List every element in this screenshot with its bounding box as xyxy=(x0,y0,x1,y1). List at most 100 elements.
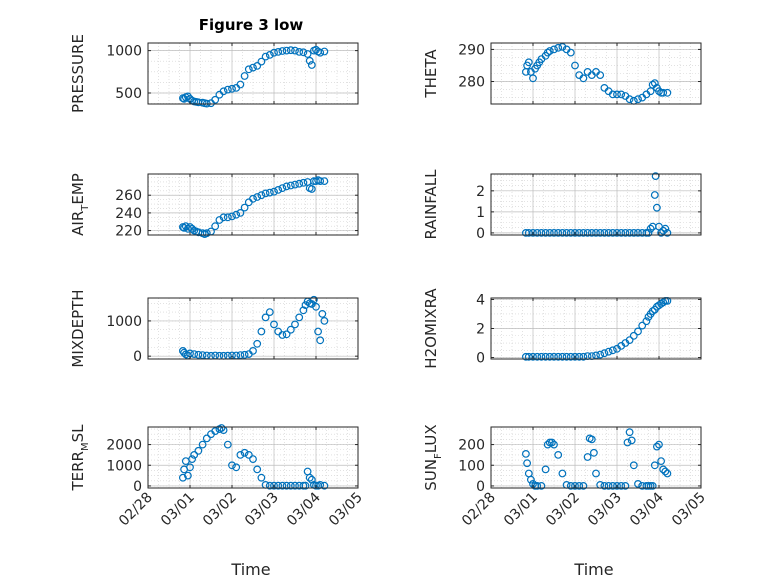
terr_msl-point xyxy=(286,481,295,490)
mixdepth-point xyxy=(316,336,325,345)
h2omixra-point xyxy=(659,298,668,307)
sunflux-point xyxy=(661,467,670,476)
sunflux-xtick-label: 03/01 xyxy=(501,490,541,530)
pressure-point xyxy=(211,95,220,104)
air_temp-point xyxy=(223,213,232,222)
air_temp-point xyxy=(249,194,257,203)
sunflux-point xyxy=(627,436,636,445)
sunflux-point xyxy=(625,428,634,437)
rainfall-point xyxy=(592,228,600,237)
subplot-rainfall: 0 1 2 RAINFALL xyxy=(422,169,702,242)
h2omixra-point xyxy=(579,352,588,361)
rainfall-point xyxy=(596,228,605,237)
terr_msl-point xyxy=(257,473,266,482)
rainfall-point xyxy=(642,228,651,237)
terr_msl-point xyxy=(211,427,220,436)
mixdepth-point xyxy=(299,306,308,315)
theta-point xyxy=(634,95,642,104)
rainfall-point xyxy=(545,228,554,237)
sunflux-ytick-label: 200 xyxy=(458,438,485,454)
pressure-point xyxy=(223,85,232,94)
rainfall-point xyxy=(653,203,661,212)
rainfall-point xyxy=(646,224,655,233)
rainfall-point xyxy=(604,228,613,237)
h2omixra-point xyxy=(562,352,571,361)
theta-point xyxy=(550,45,558,54)
sunflux-point xyxy=(522,450,530,458)
sunflux-point xyxy=(592,469,600,478)
terr_msl-point xyxy=(198,440,207,449)
h2omixra-point xyxy=(648,307,657,316)
terr_msl-axes-box xyxy=(147,426,359,489)
theta-point xyxy=(663,88,672,97)
pressure-point xyxy=(274,48,283,56)
terr_msl-point xyxy=(244,451,253,459)
h2omixra-ytick-label: 2 xyxy=(476,322,485,338)
sunflux-xtick-label: 03/04 xyxy=(627,489,667,529)
sunflux-point xyxy=(655,440,663,449)
pressure-point xyxy=(253,62,262,70)
subplot-pressure: 500 1000 PRESSURE xyxy=(69,34,359,113)
terr_msl-point xyxy=(320,481,329,490)
terr_msl-xtick-label: 03/04 xyxy=(284,489,324,529)
air_temp-ylabel-subscript: T xyxy=(80,204,91,212)
rainfall-ytick-label: 2 xyxy=(476,184,485,200)
theta-ylabel-main: THETA xyxy=(422,49,440,99)
pressure-point xyxy=(307,61,316,69)
terr_msl-point xyxy=(223,440,232,449)
rainfall-point xyxy=(558,228,567,237)
terr_msl-ytick-label: 0 xyxy=(133,479,142,495)
sunflux-point xyxy=(604,482,613,490)
sunflux-point xyxy=(550,440,558,449)
h2omixra-ytick-label: 0 xyxy=(476,351,485,367)
pressure-point xyxy=(219,87,228,96)
air_temp-point xyxy=(291,180,299,189)
theta-point xyxy=(613,90,621,99)
sunflux-ylabel: SUNFLUX xyxy=(422,424,444,490)
rainfall-point xyxy=(579,228,588,237)
pressure-point xyxy=(291,46,299,55)
terr_msl-point xyxy=(194,446,203,455)
terr_msl-ytick-label: 1000 xyxy=(106,458,142,474)
pressure-point xyxy=(261,52,270,61)
pressure-point xyxy=(305,56,314,65)
air_temp-ylabel: AIRTEMP xyxy=(69,173,91,236)
terr_msl-point xyxy=(282,481,291,490)
sunflux-point xyxy=(629,461,638,470)
rainfall-ytick-label: 0 xyxy=(476,226,485,242)
sunflux-ylabel-subscript: F xyxy=(433,453,444,459)
theta-point xyxy=(543,48,552,57)
mixdepth-ytick-label: 1000 xyxy=(106,314,142,330)
air_temp-point xyxy=(257,191,266,200)
theta-ytick-label: 280 xyxy=(458,75,485,91)
pressure-point xyxy=(286,46,295,55)
terr_msl-point xyxy=(274,481,283,490)
sunflux-xtick-label: 03/03 xyxy=(585,490,625,530)
air_temp-point xyxy=(228,212,236,221)
mixdepth-point xyxy=(236,351,245,360)
sunflux-point xyxy=(648,482,657,490)
air_temp-ylabel-main: AIR xyxy=(69,211,87,236)
rainfall-ylabel-main: RAINFALL xyxy=(422,169,440,240)
sunflux-ylabel-main: SUN xyxy=(422,459,440,491)
pressure-axes-box xyxy=(147,42,359,105)
sunflux-point xyxy=(548,438,556,447)
mixdepth-point xyxy=(314,327,323,336)
terr_msl-point xyxy=(183,471,192,480)
air_temp-point xyxy=(202,229,211,238)
rainfall-point xyxy=(600,228,609,237)
pressure-point xyxy=(236,80,245,89)
terr_msl-point xyxy=(265,481,274,490)
sunflux-ytick-label: 100 xyxy=(458,458,485,474)
air_temp-point xyxy=(282,182,291,191)
rainfall-point xyxy=(533,228,542,237)
h2omixra-point xyxy=(545,352,554,361)
sunflux-point xyxy=(657,457,665,466)
sunflux-point xyxy=(617,482,626,490)
air_temp-axes-box xyxy=(147,173,359,236)
sunflux-point xyxy=(527,475,535,484)
terr_msl-xtick-label: 02/28 xyxy=(116,490,156,530)
pressure-point xyxy=(257,57,266,66)
theta-point xyxy=(554,43,563,52)
